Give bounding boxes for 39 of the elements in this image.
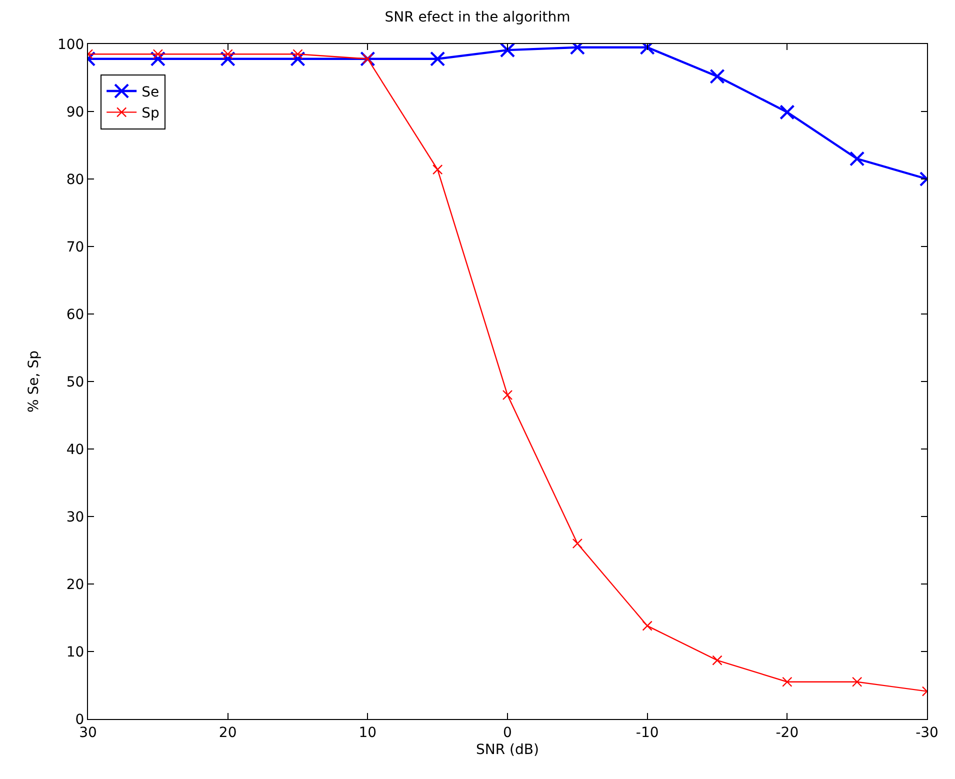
x-tick-label: 10 <box>358 724 377 741</box>
point <box>642 620 652 631</box>
point <box>572 538 583 549</box>
point <box>710 68 725 84</box>
x-tick-label: -30 <box>916 724 938 741</box>
point <box>220 51 236 66</box>
point <box>152 49 164 60</box>
y-tick-label: 100 <box>57 36 84 53</box>
y-tick-label: 80 <box>66 172 84 188</box>
y-tick-label: 90 <box>66 104 84 120</box>
point <box>290 51 306 66</box>
point <box>430 51 446 66</box>
y-tick-label: 10 <box>66 644 84 660</box>
point <box>502 390 513 400</box>
point <box>852 676 862 687</box>
x-tick-label: -10 <box>636 724 659 741</box>
point <box>782 676 792 687</box>
x-tick-label: -20 <box>776 724 799 741</box>
y-axis-title: % Se, Sp <box>26 350 42 412</box>
chart-title: SNR efect in the algorithm <box>384 9 570 26</box>
point <box>712 655 722 666</box>
y-tick-label: 60 <box>66 306 84 323</box>
x-tick-label: 20 <box>218 724 237 741</box>
legend-label: Se <box>142 84 160 100</box>
point <box>432 164 443 175</box>
y-tick-label: 70 <box>66 239 84 256</box>
x-tick-label: 0 <box>503 724 512 741</box>
point <box>500 44 516 58</box>
x-axis-title: SNR (dB) <box>476 742 539 758</box>
point <box>222 49 233 60</box>
point <box>150 51 166 66</box>
y-tick-label: 40 <box>66 442 84 458</box>
legend-label: Sp <box>142 106 160 122</box>
y-tick-label: 50 <box>66 374 84 390</box>
point <box>780 104 795 120</box>
point <box>849 151 865 166</box>
y-tick-label: 30 <box>66 509 84 526</box>
point <box>292 49 303 60</box>
y-tick-label: 20 <box>66 576 84 593</box>
